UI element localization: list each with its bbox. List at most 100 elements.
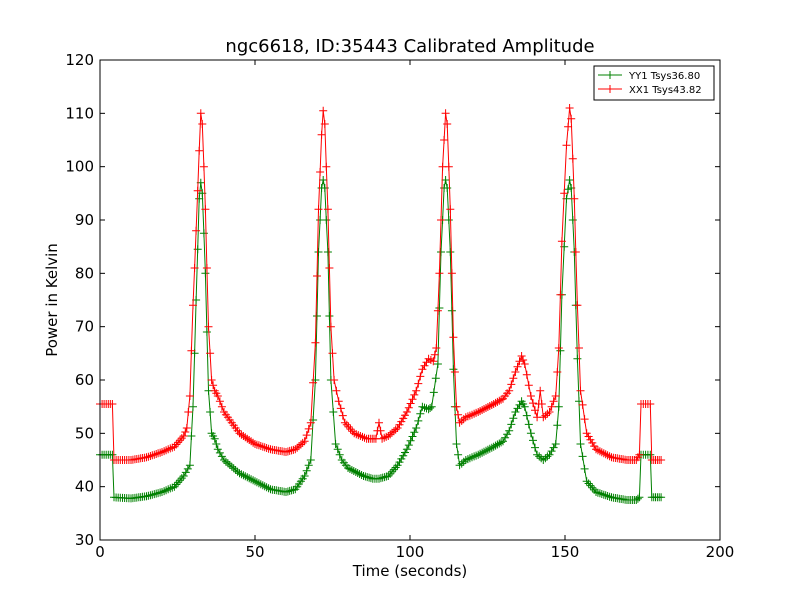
data-point-marker (223, 459, 232, 468)
data-point-marker (549, 397, 558, 406)
data-point-marker (565, 176, 574, 184)
data-point-marker (375, 474, 383, 483)
data-point-marker (160, 487, 169, 496)
series-layer (96, 104, 666, 504)
data-point-marker (487, 401, 496, 409)
data-point-marker (584, 432, 593, 441)
data-point-marker (177, 434, 186, 443)
y-tick-label: 70 (75, 318, 94, 336)
data-point-marker (586, 435, 595, 444)
data-point-marker (404, 403, 413, 412)
data-point-marker (353, 469, 362, 477)
data-point-marker (174, 438, 183, 447)
data-point-marker (461, 413, 470, 422)
data-point-marker (517, 352, 526, 360)
data-point-marker (478, 448, 487, 457)
data-point-marker (350, 429, 359, 438)
data-point-marker (592, 445, 600, 454)
data-point-marker (416, 409, 425, 418)
data-point-marker (166, 484, 175, 493)
x-tick-label: 50 (245, 543, 264, 561)
data-point-marker (433, 360, 442, 368)
data-point-marker (431, 374, 440, 383)
data-point-marker (633, 494, 642, 503)
data-point-marker (264, 484, 273, 493)
data-point-marker (160, 447, 169, 456)
data-point-marker (568, 216, 577, 224)
data-point-marker (108, 450, 117, 459)
ticks-layer: 0 50 100 150 200 30 40 50 60 70 80 90 100 110 120 (65, 51, 734, 561)
data-point-marker (433, 306, 442, 315)
data-point-marker (470, 409, 479, 418)
y-tick-label: 60 (75, 371, 94, 389)
y-tick-label: 90 (75, 211, 94, 229)
data-point-marker (388, 467, 396, 476)
data-point-marker (535, 452, 544, 461)
data-point-marker (446, 205, 455, 214)
data-point-marker (328, 349, 337, 358)
data-point-marker (252, 440, 261, 449)
data-point-marker (210, 434, 219, 443)
data-point-marker (333, 445, 342, 454)
data-point-marker (553, 421, 562, 430)
data-point-marker (601, 491, 610, 500)
data-point-marker (511, 368, 520, 376)
data-point-marker (509, 374, 518, 383)
data-point-marker (590, 442, 599, 451)
data-point-marker (576, 440, 585, 448)
legend-marker (606, 85, 614, 93)
data-point-marker (231, 466, 240, 474)
data-point-marker (206, 349, 215, 358)
data-point-marker (235, 469, 244, 478)
data-point-marker (317, 130, 326, 139)
data-point-marker (144, 452, 153, 461)
data-point-marker (503, 430, 512, 439)
data-point-marker (524, 420, 533, 429)
data-point-marker (166, 444, 175, 453)
data-point-marker (414, 416, 423, 425)
data-point-marker (258, 481, 267, 490)
data-point-marker (565, 104, 574, 112)
data-point-marker (319, 176, 328, 184)
data-point-marker (401, 448, 409, 457)
data-point-marker (330, 376, 339, 384)
data-point-marker (455, 461, 464, 470)
data-point-marker (356, 432, 365, 440)
data-point-marker (476, 449, 485, 458)
data-point-marker (444, 162, 453, 171)
data-point-marker (449, 333, 458, 342)
data-point-marker (562, 141, 571, 150)
data-point-marker (207, 376, 216, 384)
data-point-marker (313, 272, 321, 280)
data-point-marker (172, 480, 181, 489)
data-point-marker (380, 473, 389, 482)
data-point-marker (580, 464, 589, 473)
data-point-marker (520, 402, 529, 411)
data-point-marker (545, 408, 554, 416)
data-point-marker (573, 354, 582, 363)
data-point-marker (447, 269, 456, 278)
data-point-marker (557, 237, 566, 246)
data-point-marker (254, 479, 263, 488)
data-point-marker (209, 381, 218, 390)
data-point-marker (150, 450, 159, 459)
data-point-marker (262, 483, 271, 492)
data-point-marker (601, 450, 610, 459)
data-point-marker (249, 438, 258, 447)
data-point-marker (501, 433, 510, 442)
x-tick-label: 100 (396, 543, 425, 561)
data-point-marker (446, 248, 455, 256)
data-point-marker (603, 492, 612, 500)
y-tick-label: 100 (65, 158, 94, 176)
data-point-marker (384, 432, 393, 440)
data-point-marker (422, 358, 431, 367)
data-point-marker (657, 456, 666, 464)
y-tick-label: 40 (75, 478, 94, 496)
data-point-marker (192, 226, 201, 235)
data-point-marker (531, 406, 539, 415)
data-point-marker (476, 407, 485, 415)
data-point-marker (389, 427, 398, 436)
data-point-marker (243, 473, 252, 482)
data-point-marker (264, 444, 273, 453)
data-point-marker (189, 402, 197, 411)
